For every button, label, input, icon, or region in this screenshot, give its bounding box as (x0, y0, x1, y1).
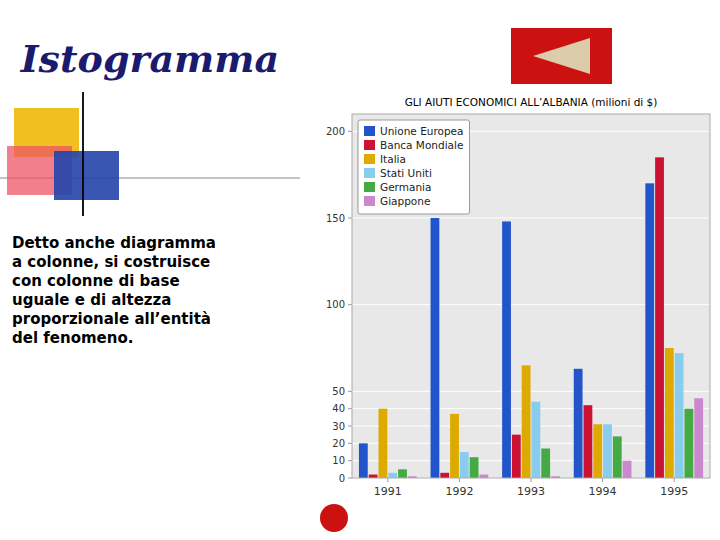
bar (359, 443, 368, 478)
legend-label: Giappone (380, 195, 430, 207)
legend-label: Unione Europea (380, 125, 464, 137)
bar (603, 424, 612, 478)
legend-swatch (364, 140, 375, 150)
y-tick-label: 200 (326, 126, 345, 137)
y-tick-label: 100 (326, 299, 345, 310)
bar (470, 457, 479, 478)
vertical-line (82, 92, 84, 216)
y-tick (348, 460, 352, 461)
y-tick (348, 443, 352, 444)
chart-title: GLI AIUTI ECONOMICI ALL’ALBANIA (milioni… (405, 96, 658, 108)
y-tick (348, 391, 352, 392)
y-tick-label: 20 (332, 438, 345, 449)
bar (574, 369, 583, 478)
bar (623, 461, 632, 478)
bar (522, 365, 531, 478)
x-tick-label: 1995 (660, 485, 688, 498)
page: Istogramma Detto anche diagrammaa colonne… (0, 0, 720, 540)
y-tick (348, 408, 352, 409)
legend-label: Banca Mondiale (380, 139, 463, 151)
red-circle (320, 504, 348, 532)
bar (541, 449, 550, 478)
plot-frame (352, 114, 710, 478)
bar (431, 218, 440, 478)
bar (512, 435, 521, 478)
bar (502, 221, 511, 478)
legend-label: Stati Uniti (380, 167, 432, 179)
legend-swatch (364, 182, 375, 192)
legend-label: Italia (380, 153, 406, 165)
x-tick (531, 478, 532, 482)
x-tick (674, 478, 675, 482)
bar (645, 183, 654, 478)
bar (593, 424, 602, 478)
y-tick (348, 478, 352, 479)
bar (460, 452, 469, 478)
y-tick-label: 0 (339, 473, 345, 484)
bar (584, 405, 593, 478)
bar (398, 469, 407, 478)
y-tick (348, 131, 352, 132)
back-button (511, 28, 612, 84)
y-tick (348, 304, 352, 305)
plot-background (352, 114, 710, 478)
blue-square (54, 151, 119, 200)
bar (665, 348, 674, 478)
title: Istogramma (20, 36, 279, 81)
legend-swatch (364, 126, 375, 136)
y-tick (348, 218, 352, 219)
x-tick-label: 1994 (589, 485, 617, 498)
legend-box (358, 120, 470, 214)
x-tick (459, 478, 460, 482)
x-tick-label: 1992 (445, 485, 473, 498)
y-tick-label: 10 (332, 455, 345, 466)
y-tick-label: 150 (326, 213, 345, 224)
bar (675, 353, 684, 478)
x-tick-label: 1991 (374, 485, 402, 498)
bar (450, 414, 459, 478)
bar (379, 409, 388, 478)
bar (531, 402, 540, 478)
bars (359, 157, 703, 478)
back-arrow (533, 38, 590, 74)
x-tick (387, 478, 388, 482)
x-tick (602, 478, 603, 482)
y-tick-label: 30 (332, 421, 345, 432)
legend-swatch (364, 168, 375, 178)
bar (388, 473, 397, 478)
legend-swatch (364, 154, 375, 164)
bar (369, 475, 378, 478)
canvas: Istogramma Detto anche diagrammaa colonne… (0, 0, 720, 540)
legend-label: Germania (380, 181, 431, 193)
legend: Unione Europea Banca Mondiale Italia Stati … (358, 120, 470, 214)
bar (613, 436, 622, 478)
y-tick-label: 40 (332, 403, 345, 414)
bar (694, 398, 703, 478)
legend-swatch (364, 196, 375, 206)
bar (684, 409, 693, 478)
y-tick-label: 50 (332, 386, 345, 397)
x-tick-label: 1993 (517, 485, 545, 498)
bar (440, 473, 449, 478)
description: Detto anche diagrammaa colonne, si costr… (12, 234, 216, 347)
bar (655, 157, 664, 478)
y-tick (348, 426, 352, 427)
bar (479, 475, 488, 478)
